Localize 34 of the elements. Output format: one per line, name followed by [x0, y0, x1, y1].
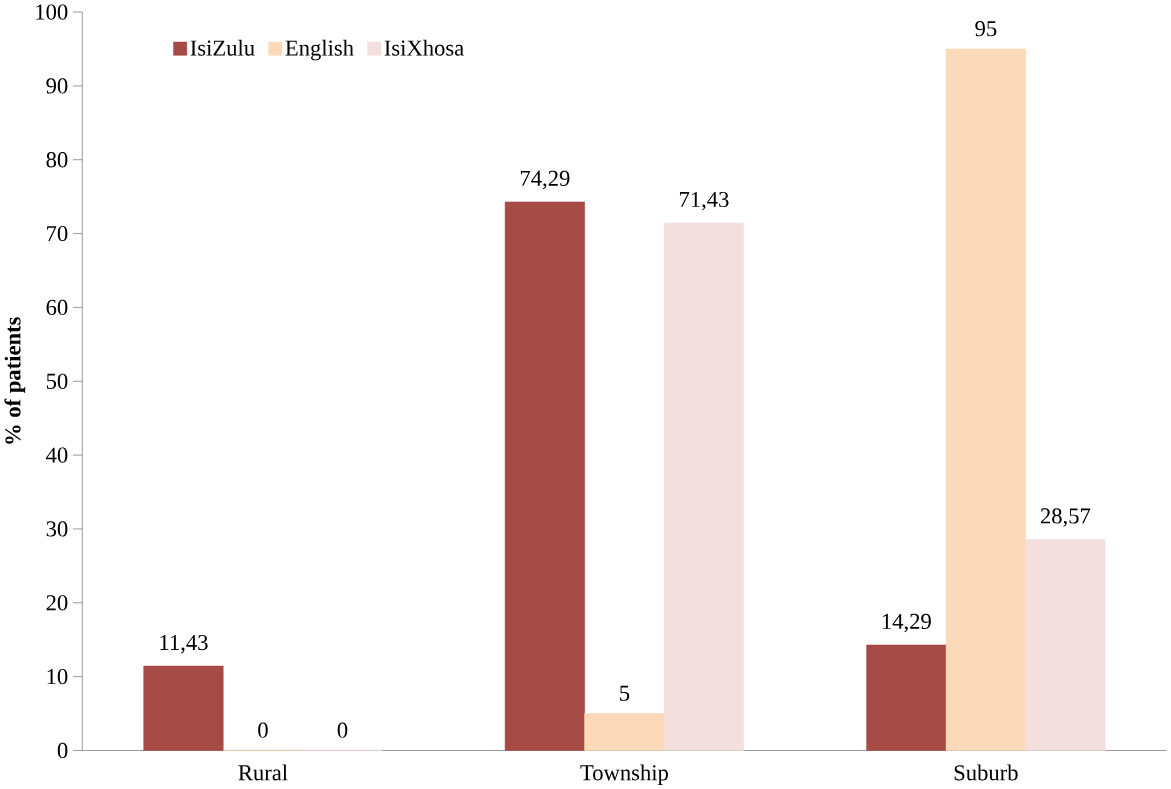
data-label: 11,43 [160, 634, 208, 654]
data-label: 95 [975, 20, 997, 37]
bar [143, 665, 224, 751]
legend-label: English [285, 39, 354, 61]
data-label: 5 [620, 685, 630, 701]
bar [945, 48, 1026, 751]
y-tick-label: 30 [46, 521, 68, 537]
y-tick-label: 10 [47, 668, 68, 685]
bar [866, 644, 947, 751]
x-tick-label: Rural [238, 764, 288, 781]
bar [504, 201, 585, 751]
y-axis-title: % of patients [4, 316, 26, 444]
bar [1025, 539, 1106, 751]
legend-label: IsiZulu [190, 39, 255, 56]
y-tick-label: 80 [46, 151, 68, 168]
y-tick-label: 50 [46, 373, 68, 389]
data-label: 0 [258, 722, 268, 738]
x-tick-label: Township [580, 764, 668, 785]
data-label: 71,43 [679, 191, 729, 211]
y-tick-label: 90 [46, 78, 68, 94]
y-tick-label: 0 [57, 742, 68, 758]
data-label: 14,29 [882, 613, 931, 633]
y-tick-label: 70 [47, 225, 68, 242]
legend-label: IsiXhosa [384, 39, 464, 56]
x-tick-label: Suburb [954, 764, 1018, 781]
y-tick-label: 40 [46, 447, 68, 463]
bar [584, 713, 665, 751]
data-label: 0 [337, 722, 348, 738]
y-tick-label: 60 [46, 299, 68, 315]
y-tick-label: 100 [36, 4, 68, 20]
bar [663, 222, 744, 751]
data-label: 74,29 [520, 170, 570, 190]
data-label: 28,57 [1040, 508, 1091, 527]
y-tick-label: 20 [46, 594, 68, 611]
